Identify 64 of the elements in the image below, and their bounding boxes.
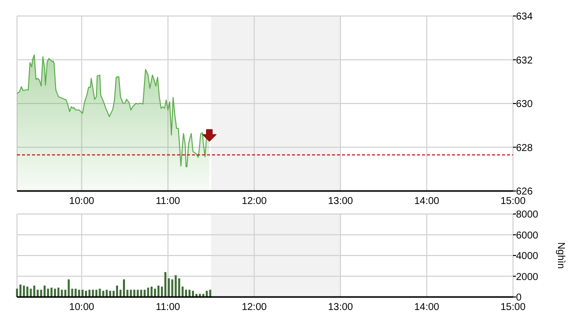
y-tick-label: 2000	[516, 272, 539, 283]
x-tick-label: 13:00	[328, 302, 354, 313]
bar	[174, 275, 177, 297]
bar	[157, 286, 160, 297]
y-tick-label: 8000	[516, 210, 539, 220]
y-tick-label: 4000	[516, 251, 539, 262]
y-tick-label: 632	[516, 55, 534, 66]
bar	[136, 290, 139, 297]
bar	[188, 290, 191, 297]
bar	[54, 288, 56, 297]
x-tick-label: 11:00	[156, 196, 181, 207]
bar	[60, 290, 63, 297]
bar	[44, 286, 46, 297]
bar	[47, 288, 50, 297]
bar	[22, 286, 25, 297]
x-tick-label: 10:00	[69, 302, 95, 313]
y-tick-label: 634	[516, 12, 534, 22]
x-tick-label: 10:00	[69, 196, 95, 207]
x-tick-label: 14:00	[414, 302, 440, 313]
bar	[33, 286, 36, 297]
bar	[147, 288, 150, 297]
bar	[78, 290, 80, 297]
y-tick-label: 630	[516, 99, 534, 110]
bar	[116, 286, 118, 297]
bar	[88, 290, 90, 297]
x-tick-label: 12:00	[242, 196, 268, 207]
bar	[164, 272, 166, 297]
bar	[185, 290, 188, 297]
bar	[178, 278, 180, 297]
x-tick-label: 15:00	[500, 196, 526, 207]
bar	[30, 288, 32, 297]
y-tick-label: 628	[516, 142, 534, 154]
bar	[92, 290, 94, 297]
bar	[209, 290, 212, 297]
bar	[82, 290, 84, 297]
bar	[68, 279, 70, 297]
bar	[26, 286, 28, 297]
bar	[57, 288, 60, 297]
bar	[130, 290, 132, 297]
bar	[19, 284, 22, 297]
x-tick-label: 12:00	[242, 302, 268, 313]
bar	[74, 288, 77, 297]
bar	[106, 290, 108, 297]
y-tick-label: 626	[516, 186, 534, 198]
bar	[154, 288, 156, 297]
bar	[40, 290, 42, 297]
bar	[144, 290, 146, 297]
bar	[150, 286, 153, 297]
bar	[133, 290, 136, 297]
bar	[95, 290, 98, 297]
bar	[171, 279, 174, 297]
bar	[16, 288, 18, 297]
bar	[122, 279, 125, 297]
x-tick-label: 11:00	[156, 302, 181, 313]
x-tick-label: 15:00	[500, 302, 526, 313]
bar	[140, 290, 142, 297]
y-axis-title: Nghìn	[555, 242, 566, 269]
x-tick-label: 13:00	[328, 196, 354, 207]
bar	[50, 288, 53, 297]
x-tick-label: 14:00	[414, 196, 440, 207]
y-tick-label: 6000	[516, 230, 539, 242]
bar	[98, 288, 101, 297]
y-tick-label: 0	[516, 292, 522, 304]
bar	[36, 290, 39, 297]
